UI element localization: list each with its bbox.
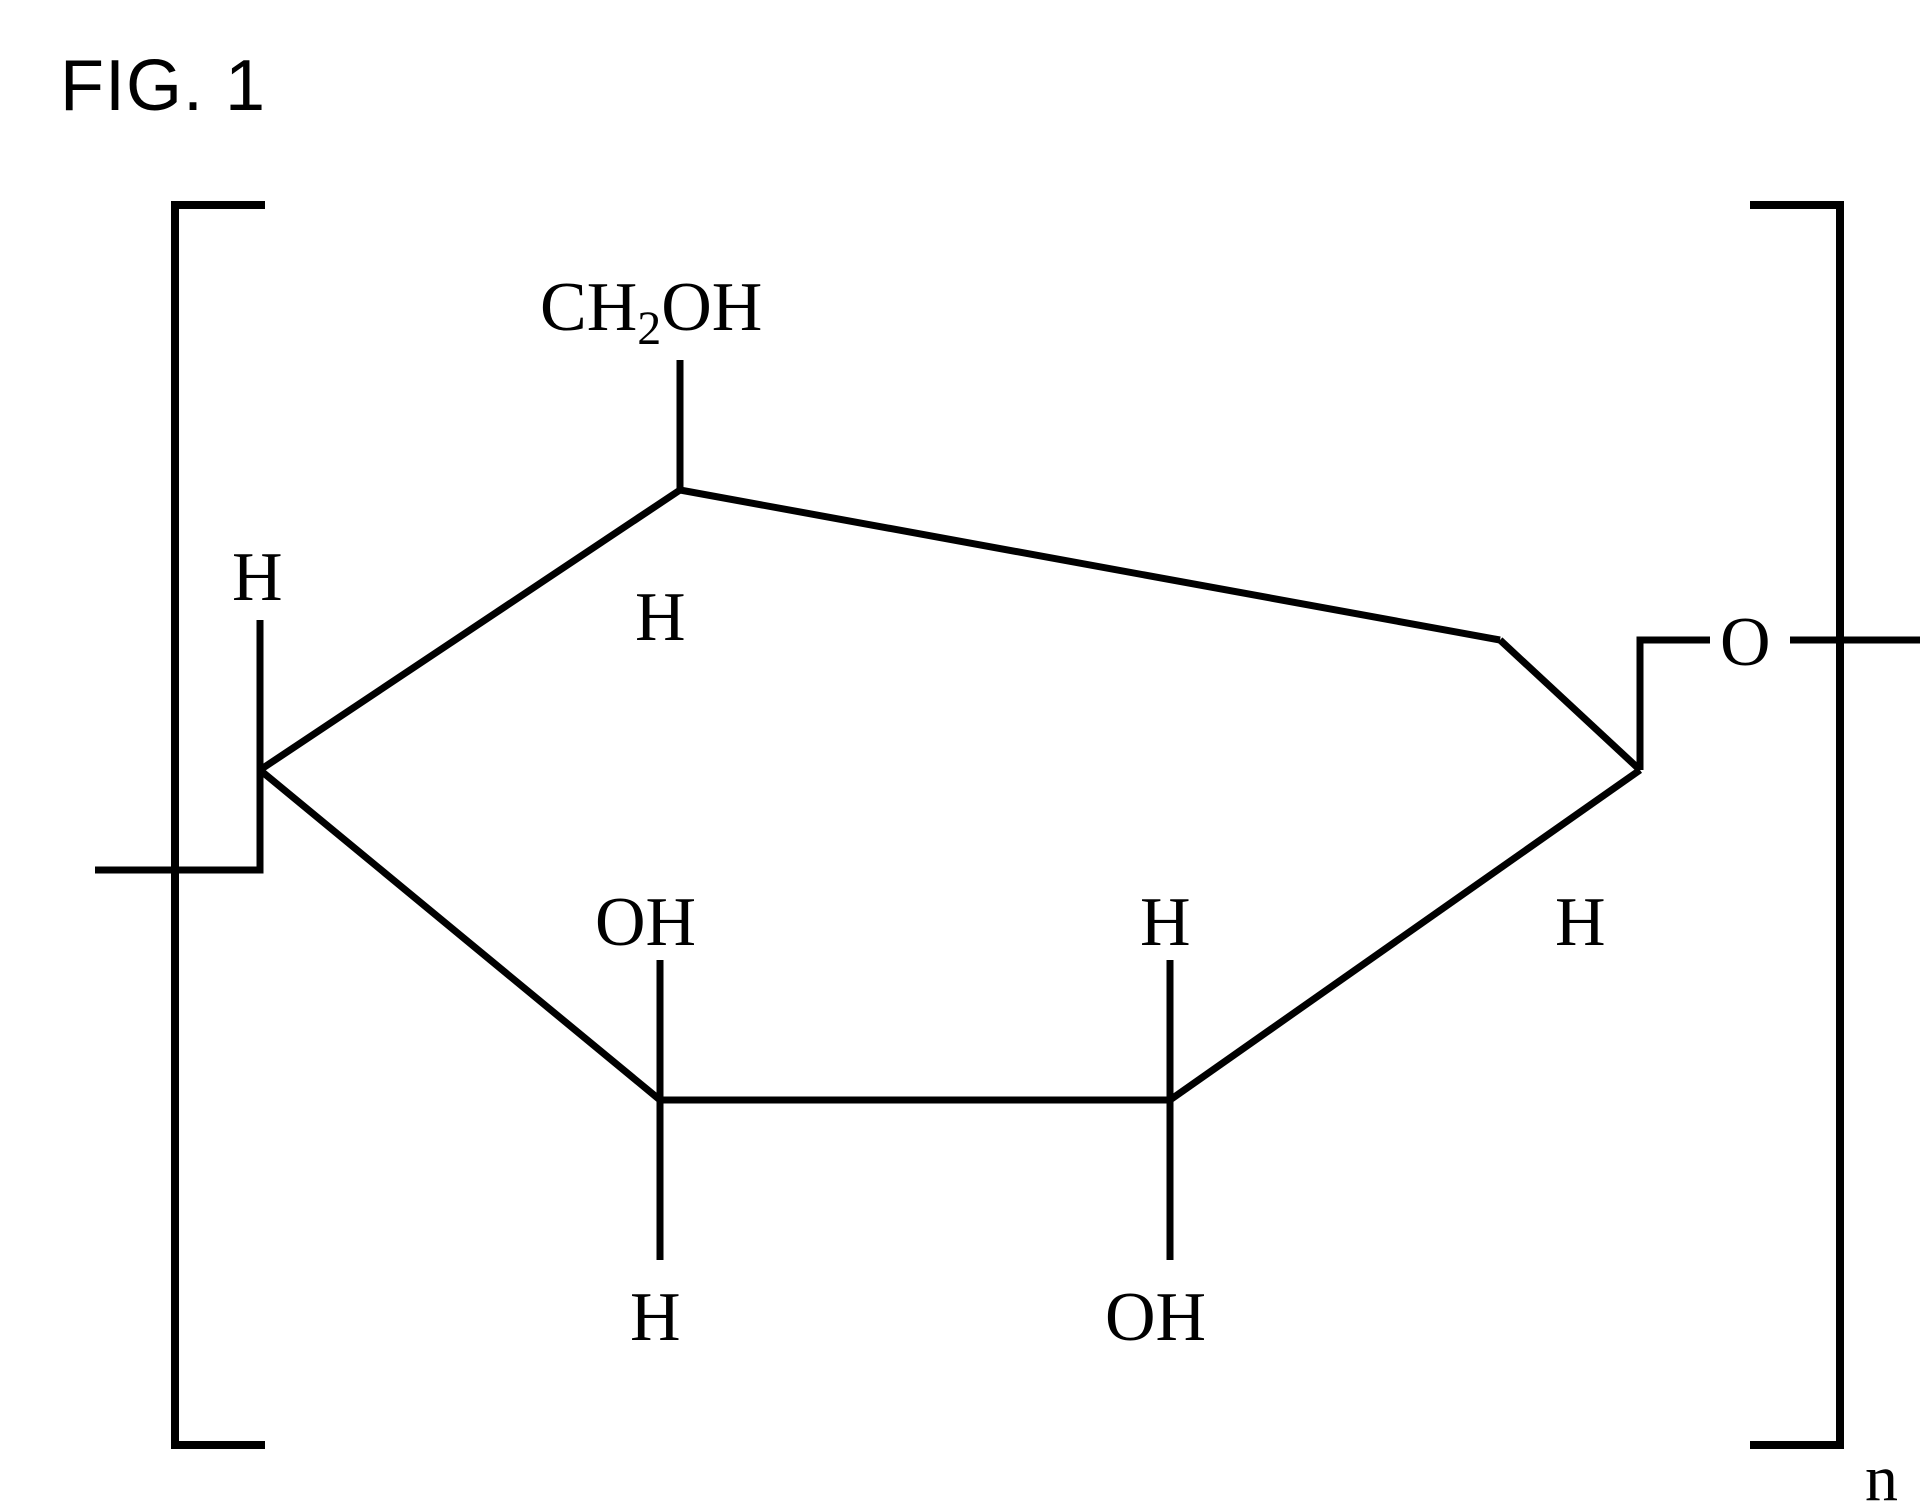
figure-title: FIG. 1 xyxy=(60,46,266,126)
ch2oh-oh: OH xyxy=(661,269,762,346)
label-o-glycosidic: O xyxy=(1720,604,1771,681)
right-bracket xyxy=(1750,205,1840,1445)
ch2oh-sub: 2 xyxy=(637,302,661,355)
label-h-c3: H xyxy=(630,1279,681,1356)
left-bracket xyxy=(175,205,265,1445)
pyranose-ring xyxy=(260,490,1640,1100)
label-oh-c3: OH xyxy=(595,884,696,961)
label-h-c4: H xyxy=(232,539,283,616)
bond-o-glycosidic xyxy=(1640,640,1710,770)
repeat-subscript: n xyxy=(1865,1442,1898,1512)
label-h-c5: H xyxy=(635,579,686,656)
label-h-c2: H xyxy=(1140,884,1191,961)
label-ch2oh: CH2OH xyxy=(540,269,762,355)
ch2oh-c: CH xyxy=(540,269,637,346)
label-oh-c2: OH xyxy=(1105,1279,1206,1356)
label-h-c1: H xyxy=(1555,884,1606,961)
